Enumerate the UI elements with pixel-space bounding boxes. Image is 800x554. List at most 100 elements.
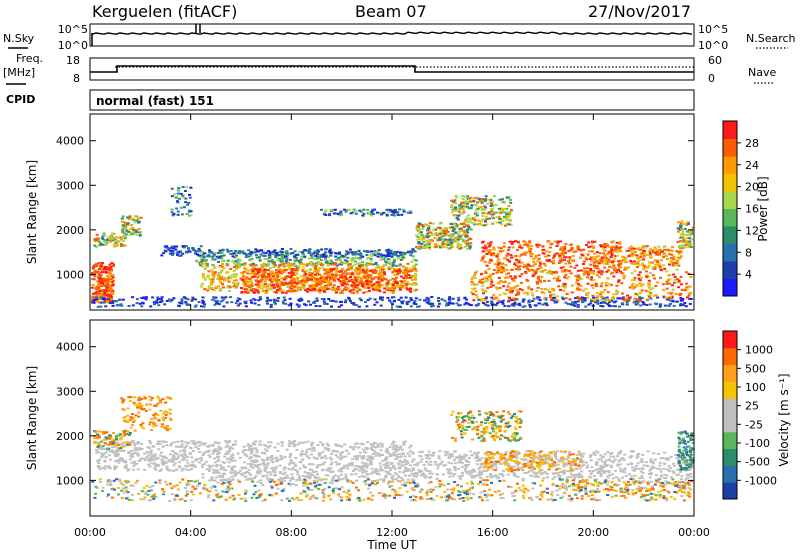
data-cell: [611, 266, 615, 269]
data-cell: [250, 301, 254, 304]
data-cell: [552, 289, 556, 292]
data-cell: [127, 305, 131, 307]
data-cell: [361, 283, 365, 286]
data-cell: [344, 277, 348, 280]
data-cell: [216, 453, 220, 456]
data-cell: [605, 270, 609, 273]
data-cell: [607, 259, 611, 262]
data-cell: [250, 283, 253, 286]
data-cell: [346, 277, 350, 280]
data-cell: [349, 258, 353, 261]
data-cell: [269, 288, 273, 291]
data-cell: [288, 440, 292, 443]
data-cell: [459, 222, 463, 225]
data-cell: [430, 302, 434, 305]
data-cell: [594, 256, 598, 259]
data-cell: [280, 457, 283, 460]
data-cell: [601, 305, 605, 308]
data-cell: [444, 233, 448, 236]
data-cell: [320, 469, 324, 472]
data-cell: [136, 468, 140, 471]
data-cell: [665, 287, 669, 290]
data-cell: [484, 303, 488, 306]
data-cell: [397, 268, 401, 271]
data-cell: [317, 289, 321, 292]
data-cell: [499, 279, 503, 282]
data-cell: [208, 277, 212, 280]
data-cell: [556, 241, 560, 243]
data-cell: [366, 281, 370, 284]
data-cell: [531, 275, 535, 278]
data-cell: [254, 447, 258, 450]
data-cell: [686, 221, 690, 224]
data-cell: [481, 250, 485, 253]
data-cell: [640, 263, 644, 266]
data-cell: [681, 245, 685, 248]
data-cell: [378, 271, 382, 274]
data-cell: [679, 226, 683, 229]
data-cell: [403, 271, 407, 274]
data-cell: [266, 258, 270, 261]
data-cell: [410, 269, 414, 272]
power-ylabel: Slant Range [km]: [25, 160, 39, 264]
data-cell: [111, 263, 115, 266]
data-cell: [456, 244, 460, 247]
freq-label-1: Freq.: [16, 52, 43, 65]
data-cell: [504, 218, 508, 221]
data-cell: [555, 271, 558, 274]
data-cell: [523, 240, 527, 243]
data-cell: [321, 443, 325, 446]
data-cell: [256, 269, 260, 272]
data-cell: [212, 253, 216, 256]
data-cell: [388, 208, 392, 211]
data-cell: [545, 259, 549, 262]
data-cell: [172, 297, 176, 300]
data-cell: [427, 297, 430, 300]
data-cell: [447, 303, 450, 306]
data-cell: [395, 450, 399, 453]
data-cell: [249, 444, 253, 447]
data-cell: [274, 279, 278, 282]
data-cell: [586, 282, 590, 285]
data-cell: [253, 251, 257, 254]
data-cell: [366, 464, 370, 467]
data-cell: [110, 298, 114, 301]
data-cell: [490, 213, 494, 216]
data-cell: [276, 276, 280, 278]
data-cell: [408, 270, 412, 273]
data-cell: [99, 265, 103, 268]
data-cell: [374, 446, 378, 449]
data-cell: [532, 260, 536, 263]
data-cell: [348, 248, 352, 251]
data-cell: [293, 258, 297, 261]
data-cell: [246, 291, 250, 294]
data-cell: [412, 266, 415, 268]
data-cell: [365, 273, 369, 276]
data-cell: [341, 291, 345, 294]
data-cell: [105, 301, 109, 304]
data-cell: [281, 300, 285, 303]
data-cell: [255, 451, 259, 454]
data-cell: [165, 467, 169, 470]
data-cell: [408, 288, 412, 291]
data-cell: [377, 253, 381, 256]
data-cell: [398, 305, 402, 308]
data-cell: [619, 250, 623, 253]
data-cell: [370, 250, 374, 253]
data-cell: [484, 270, 488, 273]
data-cell: [159, 301, 162, 303]
data-cell: [98, 290, 102, 292]
data-cell: [404, 468, 408, 471]
data-cell: [138, 231, 142, 234]
data-cell: [389, 262, 393, 264]
data-cell: [314, 273, 317, 276]
data-cell: [576, 283, 580, 285]
data-cell: [511, 278, 515, 281]
data-cell: [646, 290, 650, 293]
data-cell: [107, 465, 111, 468]
data-cell: [243, 280, 247, 283]
data-cell: [378, 453, 382, 456]
data-cell: [361, 443, 365, 446]
data-cell: [178, 254, 181, 257]
data-cell: [238, 250, 242, 253]
